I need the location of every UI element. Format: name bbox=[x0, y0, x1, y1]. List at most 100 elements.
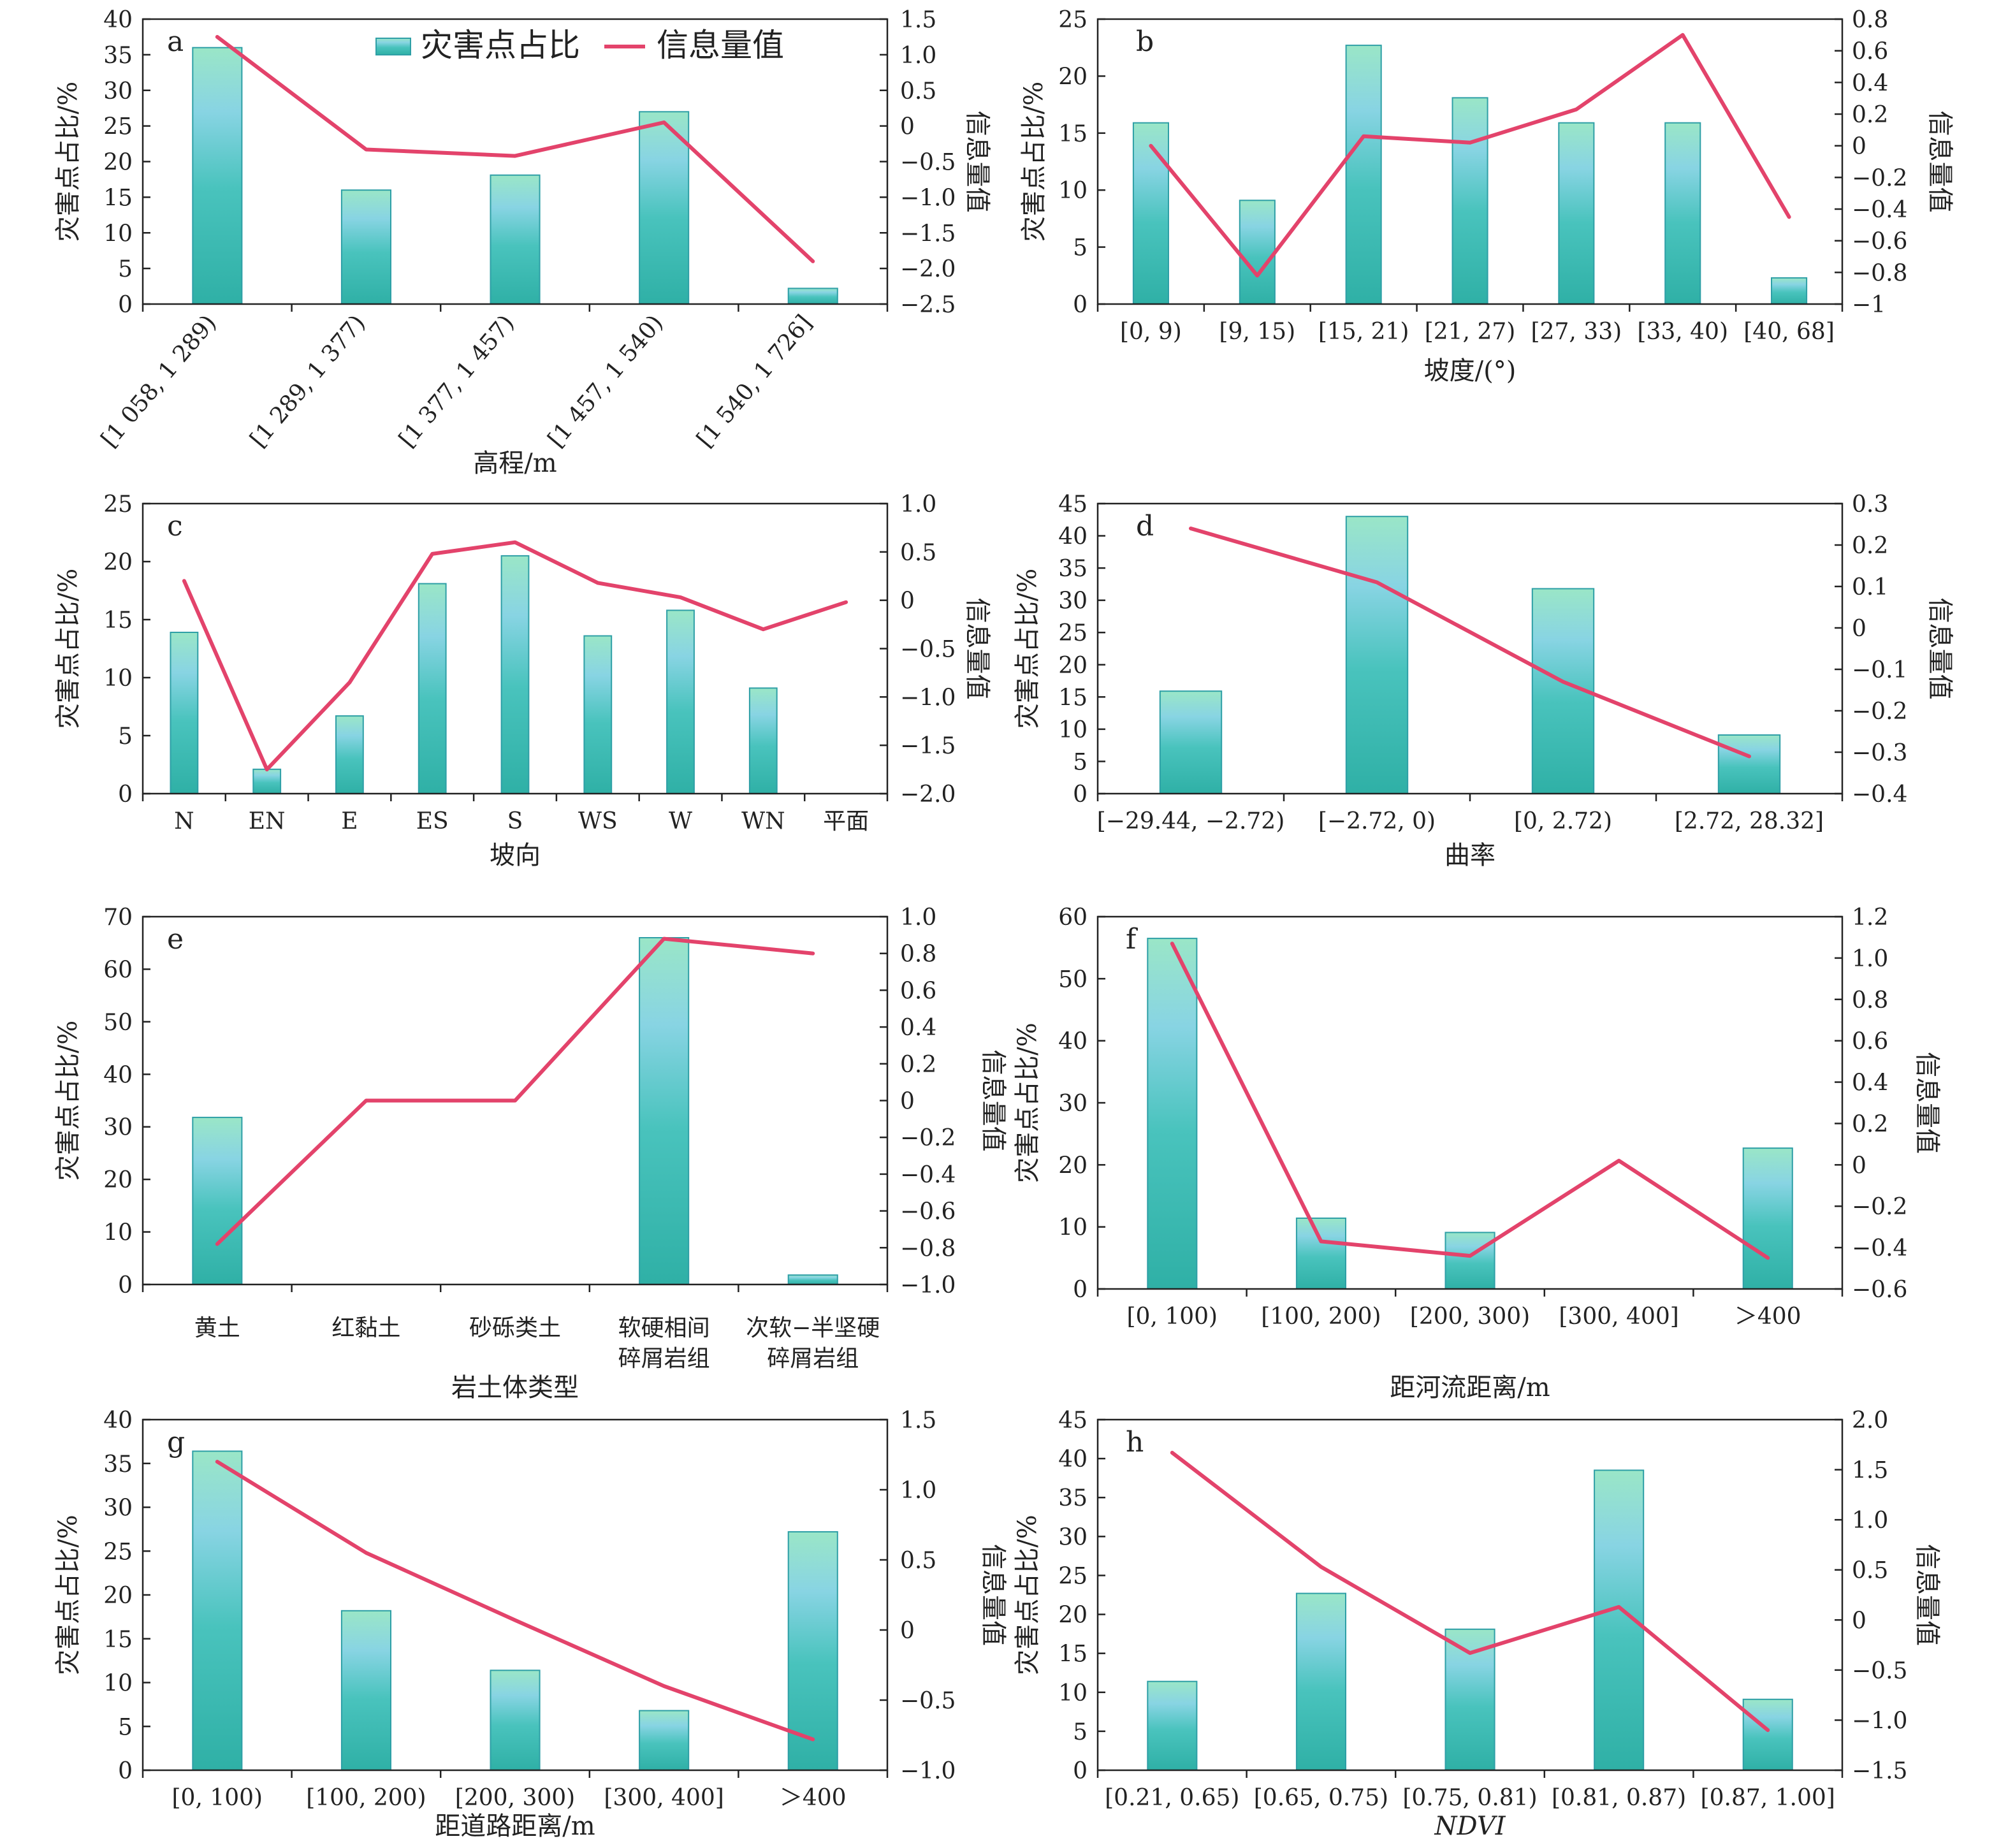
left-tick-label: 10 bbox=[103, 666, 133, 692]
y-left-title: 灾害点占比/% bbox=[1013, 1515, 1042, 1675]
info-line-g bbox=[215, 1460, 815, 1742]
left-tick-label: 40 bbox=[1058, 524, 1088, 550]
right-tick-label: −0.6 bbox=[900, 1199, 956, 1225]
y-right-title: 信息量值 bbox=[979, 1050, 1008, 1152]
panel-letter-d: d bbox=[1136, 510, 1154, 542]
bar-g-1 bbox=[340, 1610, 392, 1772]
left-tick-label: 20 bbox=[1058, 64, 1088, 90]
x-tick-label: [33, 40) bbox=[1637, 319, 1728, 345]
left-tick-label: 20 bbox=[1058, 1603, 1088, 1629]
left-tick-label: 15 bbox=[1058, 121, 1088, 147]
left-tick-label: 20 bbox=[1058, 1153, 1088, 1179]
left-tick-label: 0 bbox=[118, 1272, 133, 1299]
right-tick-label: 0.2 bbox=[900, 1052, 936, 1078]
y-right-title: 信息量值 bbox=[979, 1544, 1008, 1646]
x-tick-label: 黄土 bbox=[194, 1315, 240, 1341]
x-tick-label: ＞400 bbox=[1735, 1304, 1801, 1330]
bar-e-0 bbox=[192, 1116, 243, 1286]
x-tick-label: [1 540, 1 726] bbox=[692, 310, 817, 452]
x-tick-label: [0, 9) bbox=[1120, 319, 1182, 345]
x-tick-label: [−29.44, −2.72) bbox=[1097, 808, 1285, 834]
left-tick-label: 35 bbox=[103, 1451, 133, 1478]
chart-panel-h: 0 5 10 15 20 25 30 35 40 45 −1.5 −1.0 −0.5 0 0.5 1.0 1.5… bbox=[1013, 1408, 1942, 1841]
left-tick-label: 35 bbox=[103, 43, 133, 69]
left-tick-label: 45 bbox=[1058, 1408, 1088, 1434]
bar-c-7 bbox=[748, 687, 778, 795]
info-line-a bbox=[215, 34, 815, 263]
left-tick-label: 15 bbox=[103, 1627, 133, 1653]
right-tick-label: 0.2 bbox=[1852, 533, 1888, 559]
right-tick-label: 0 bbox=[900, 1089, 915, 1115]
left-tick-label: 70 bbox=[103, 905, 133, 931]
right-tick-label: 0.2 bbox=[1852, 1111, 1888, 1137]
right-tick-label: −1.5 bbox=[900, 221, 956, 247]
left-tick-label: 25 bbox=[1058, 1563, 1088, 1589]
bar-f-1 bbox=[1295, 1218, 1347, 1290]
right-tick-label: −0.4 bbox=[900, 1162, 956, 1188]
right-tick-label: −0.4 bbox=[1852, 782, 1907, 808]
x-tick-label: [100, 200) bbox=[306, 1785, 426, 1811]
y-right-title: 信息量值 bbox=[1925, 111, 1954, 213]
chart-panel-e: 0 10 20 30 40 50 60 70 −1.0 −0.8 −0.6 −0.4 −0.2 0 0.2 0… bbox=[54, 905, 1008, 1402]
y-left-title: 灾害点占比/% bbox=[54, 1021, 83, 1181]
left-tick-label: 30 bbox=[103, 78, 133, 105]
left-tick-label: 40 bbox=[1058, 1029, 1088, 1055]
left-tick-label: 5 bbox=[118, 724, 133, 750]
info-line-b bbox=[1149, 33, 1791, 278]
left-tick-label: 15 bbox=[1058, 685, 1088, 711]
right-tick-label: −0.8 bbox=[900, 1235, 956, 1262]
right-tick-label: 0 bbox=[900, 114, 915, 140]
right-tick-label: −0.1 bbox=[1852, 657, 1907, 683]
panel-letter-b: b bbox=[1136, 25, 1154, 58]
right-tick-label: −2.0 bbox=[900, 256, 956, 282]
y-right-title: 信息量值 bbox=[1912, 1052, 1942, 1154]
right-tick-label: −2.0 bbox=[900, 782, 956, 808]
bar-h-2 bbox=[1444, 1628, 1495, 1772]
x-tick-label: [1 289, 1 377) bbox=[245, 310, 371, 452]
x-tick-label: [0, 100) bbox=[172, 1785, 263, 1811]
right-tick-label: −1.0 bbox=[900, 685, 956, 711]
right-tick-label: −0.3 bbox=[1852, 740, 1907, 766]
bar-c-5 bbox=[583, 635, 613, 794]
right-tick-label: −0.6 bbox=[1852, 229, 1907, 255]
right-tick-label: 0.6 bbox=[1852, 1029, 1888, 1055]
right-tick-label: −0.6 bbox=[1852, 1277, 1907, 1303]
info-line-c bbox=[182, 540, 848, 772]
y-left-title: 灾害点占比/% bbox=[54, 1515, 83, 1675]
bar-a-4 bbox=[787, 287, 838, 305]
right-tick-label: 0.3 bbox=[1852, 491, 1888, 518]
x-tick-label: [21, 27) bbox=[1425, 319, 1516, 345]
right-tick-label: 1.5 bbox=[900, 7, 936, 33]
x-tick-label: 软硬相间 bbox=[618, 1315, 710, 1341]
right-tick-label: 0.4 bbox=[1852, 1070, 1888, 1096]
left-tick-label: 45 bbox=[1058, 491, 1088, 518]
bar-c-4 bbox=[500, 555, 530, 795]
left-tick-label: 30 bbox=[1058, 1091, 1088, 1117]
bar-b-0 bbox=[1132, 122, 1170, 305]
bar-c-6 bbox=[666, 609, 695, 795]
right-tick-label: 1.0 bbox=[900, 491, 936, 518]
x-axis-title: 高程/m bbox=[473, 449, 557, 478]
x-axis-title: 曲率 bbox=[1444, 841, 1495, 870]
left-tick-label: 25 bbox=[1058, 620, 1088, 646]
right-tick-label: −1.0 bbox=[1852, 1708, 1907, 1734]
left-tick-label: 5 bbox=[1073, 1719, 1088, 1745]
x-tick-label: 碎屑岩组 bbox=[618, 1346, 710, 1372]
left-tick-label: 35 bbox=[1058, 1485, 1088, 1511]
chart-panel-c: 0 5 10 15 20 25 −2.0 −1.5 −1.0 −0.5 0 0.5 1.0 N EN E ES S… bbox=[54, 491, 992, 870]
legend-bar-swatch bbox=[375, 38, 411, 55]
right-tick-label: 0.8 bbox=[1852, 987, 1888, 1014]
left-tick-label: 15 bbox=[1058, 1641, 1088, 1668]
right-tick-label: 1.5 bbox=[900, 1408, 936, 1434]
bar-a-0 bbox=[192, 47, 243, 305]
panel-letter-h: h bbox=[1126, 1426, 1144, 1459]
right-tick-label: −0.5 bbox=[1852, 1658, 1907, 1684]
left-tick-label: 0 bbox=[1073, 782, 1088, 808]
left-tick-label: 20 bbox=[103, 1167, 133, 1193]
legend-line-label: 信息量值 bbox=[657, 27, 784, 64]
left-tick-label: 15 bbox=[103, 185, 133, 211]
bar-d-1 bbox=[1345, 516, 1409, 794]
y-left-title: 灾害点占比/% bbox=[1019, 82, 1049, 242]
left-tick-label: 20 bbox=[1058, 653, 1088, 679]
bar-a-1 bbox=[340, 189, 392, 305]
